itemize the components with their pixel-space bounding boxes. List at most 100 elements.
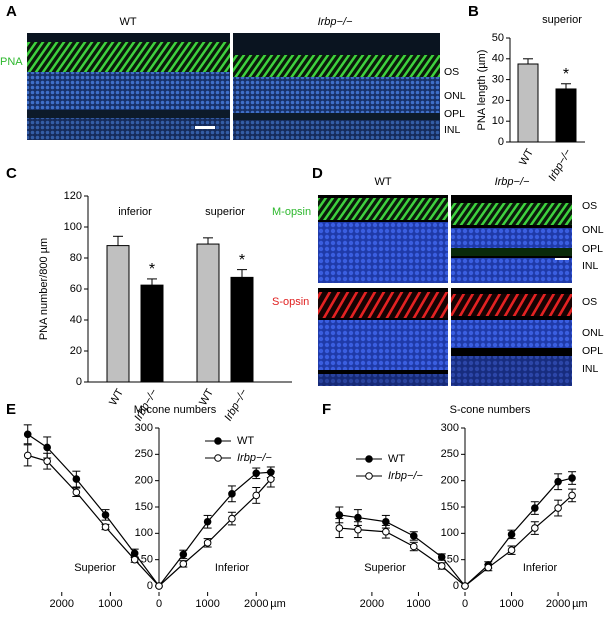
y-tick-label: 30	[492, 74, 504, 86]
legend-label: Irbp−/−	[237, 452, 272, 464]
y-tick-label: 40	[70, 314, 82, 326]
genotype-label: Irbp−/−	[495, 176, 530, 188]
data-point	[382, 517, 390, 526]
legend-marker	[214, 454, 222, 462]
y-tick-label: 50	[492, 32, 504, 44]
genotype-label: Irbp−/−	[318, 16, 353, 28]
data-point	[203, 517, 212, 526]
layer-label: OPL	[444, 108, 465, 120]
data-point	[228, 514, 236, 523]
data-point	[252, 491, 261, 500]
region-label: Superior	[364, 562, 406, 574]
significance-mark: *	[563, 66, 569, 83]
x-tick-label: 1000	[406, 598, 430, 610]
data-point	[179, 550, 188, 559]
data-point	[228, 490, 236, 498]
data-point	[568, 474, 576, 482]
layer-label: INL	[582, 260, 599, 272]
data-point	[23, 451, 32, 460]
x-tick-label: Irbp−/−	[546, 146, 574, 183]
y-tick-label: 80	[70, 252, 82, 264]
data-point	[72, 475, 81, 483]
layer-label: OS	[582, 200, 597, 212]
y-tick-label: 100	[135, 527, 153, 539]
y-tick-label: 200	[135, 475, 153, 487]
bar	[230, 276, 254, 383]
data-point	[437, 553, 446, 561]
data-point	[484, 563, 493, 572]
y-tick-label: 50	[447, 554, 459, 566]
y-tick-label: 100	[64, 221, 82, 233]
data-point	[179, 560, 188, 568]
data-point	[354, 525, 362, 534]
data-point	[335, 511, 344, 519]
layer-label: INL	[444, 124, 461, 136]
group-label: superior	[205, 206, 245, 218]
data-point	[130, 549, 139, 558]
data-point	[437, 562, 446, 570]
data-point	[409, 542, 418, 551]
region-label: Inferior	[523, 562, 558, 574]
layer-label: ONL	[582, 224, 604, 236]
micrograph-a	[27, 33, 440, 140]
x-tick-label: 1000	[98, 598, 122, 610]
layer-label: OPL	[582, 345, 603, 357]
data-point	[72, 488, 81, 497]
layer-label: OS	[582, 296, 597, 308]
data-point	[382, 527, 390, 536]
data-point	[23, 430, 32, 439]
y-tick-label: 0	[76, 376, 82, 388]
data-point	[354, 513, 362, 522]
layer-label: ONL	[582, 327, 604, 339]
genotype-label: WT	[374, 176, 391, 188]
data-point	[531, 524, 539, 532]
layer-label: OS	[444, 66, 459, 78]
legend-label: WT	[388, 453, 405, 465]
stain-label: S-opsin	[272, 296, 309, 308]
y-tick-label: 150	[441, 501, 459, 513]
region-label: Inferior	[215, 562, 250, 574]
panel-letter: C	[6, 165, 17, 182]
significance-mark: *	[149, 261, 155, 278]
legend-marker	[214, 437, 222, 445]
micrograph-d	[318, 195, 572, 386]
significance-mark: *	[239, 252, 245, 269]
legend-label: Irbp−/−	[388, 470, 423, 482]
y-tick-label: 20	[492, 94, 504, 106]
y-tick-label: 250	[441, 448, 459, 460]
bar	[196, 243, 220, 383]
y-tick-label: 200	[441, 475, 459, 487]
x-axis-unit: µm	[270, 598, 286, 610]
data-point	[267, 475, 275, 483]
x-tick-label: 0	[156, 598, 162, 610]
data-point	[130, 555, 139, 564]
data-point	[155, 582, 163, 590]
layer-label: OPL	[582, 243, 603, 255]
group-label: inferior	[118, 206, 152, 218]
y-tick-label: 250	[135, 448, 153, 460]
y-tick-label: 50	[141, 554, 153, 566]
panel-letter: A	[6, 3, 17, 20]
panel-letter: D	[312, 165, 323, 182]
y-axis-label: PNA length (µm)	[476, 50, 488, 131]
data-point	[554, 477, 562, 486]
bar	[517, 63, 539, 143]
y-tick-label: 60	[70, 283, 82, 295]
data-point	[43, 443, 51, 452]
layer-label: INL	[582, 363, 599, 375]
data-point	[43, 457, 51, 465]
x-tick-label: WT	[107, 387, 126, 408]
y-tick-label: 120	[64, 190, 82, 202]
genotype-label: WT	[119, 16, 136, 28]
stain-label: PNA	[0, 56, 23, 68]
y-tick-label: 10	[492, 115, 504, 127]
y-tick-label: 0	[453, 580, 459, 592]
x-tick-label: 2000	[546, 598, 570, 610]
data-point	[252, 469, 261, 478]
layer-label: ONL	[444, 90, 466, 102]
x-tick-label: 2000	[50, 598, 74, 610]
data-point	[507, 546, 516, 554]
y-tick-label: 40	[492, 53, 504, 65]
chart-title: M-cone numbers	[134, 404, 217, 416]
x-tick-label: 0	[462, 598, 468, 610]
